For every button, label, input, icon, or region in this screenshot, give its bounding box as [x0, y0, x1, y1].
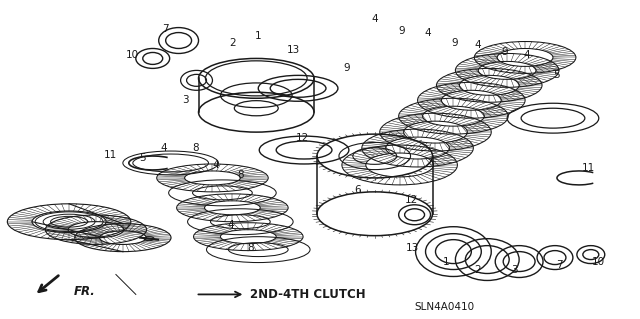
Text: 4: 4: [524, 50, 531, 61]
Text: 13: 13: [406, 243, 419, 253]
Text: 8: 8: [192, 143, 199, 153]
Text: 9: 9: [344, 63, 350, 73]
Text: 5: 5: [140, 153, 146, 163]
Text: 8: 8: [247, 243, 253, 253]
Text: 12: 12: [405, 195, 418, 205]
Text: 4: 4: [212, 160, 219, 170]
Text: 10: 10: [592, 256, 605, 267]
Text: 8: 8: [237, 170, 244, 180]
Text: 2ND-4TH CLUTCH: 2ND-4TH CLUTCH: [250, 288, 366, 301]
Text: 7: 7: [163, 24, 169, 33]
Text: 6: 6: [355, 185, 361, 195]
Text: 2: 2: [229, 38, 236, 48]
Text: 1: 1: [443, 256, 450, 267]
Text: 11: 11: [582, 163, 595, 173]
Text: 5: 5: [554, 70, 560, 80]
Text: FR.: FR.: [74, 285, 96, 298]
Text: 4: 4: [227, 220, 234, 230]
Text: 3: 3: [182, 95, 189, 105]
Text: 9: 9: [398, 26, 405, 35]
Text: 4: 4: [161, 143, 167, 153]
Text: SLN4A0410: SLN4A0410: [414, 302, 474, 312]
Text: 9: 9: [451, 38, 458, 48]
Text: 2: 2: [474, 264, 481, 275]
Text: 11: 11: [104, 150, 118, 160]
Text: 13: 13: [287, 46, 300, 56]
Text: 1: 1: [255, 31, 262, 41]
Text: 10: 10: [126, 50, 140, 61]
Text: 3: 3: [511, 264, 518, 275]
Text: 12: 12: [296, 133, 308, 143]
Text: 4: 4: [474, 41, 481, 50]
Text: 4: 4: [371, 14, 378, 24]
Text: 4: 4: [424, 27, 431, 38]
Text: 7: 7: [556, 260, 563, 270]
Text: 9: 9: [501, 48, 508, 57]
